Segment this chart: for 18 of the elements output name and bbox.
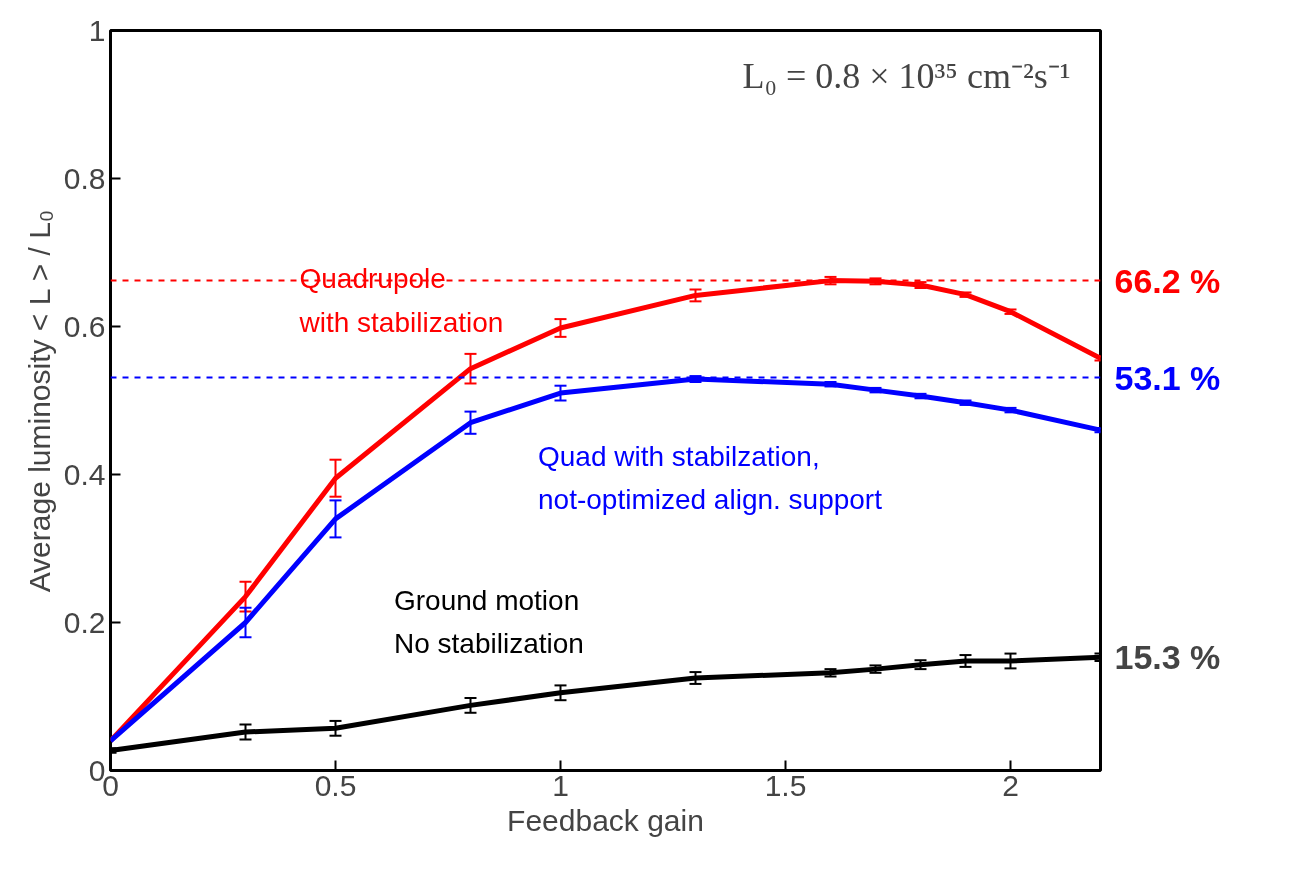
y-tick-label: 1 (88, 13, 106, 47)
annotation: L₀ = 0.8 × 10³⁵ cm⁻²s⁻¹ (742, 55, 1071, 96)
annotation: 15.3 % (1114, 638, 1221, 677)
y-tick-label: 0.8 (63, 161, 106, 195)
x-axis-title: Feedback gain (507, 803, 704, 837)
ref-line-label: 66.2 % (1114, 261, 1221, 300)
x-tick-label: 1.5 (764, 768, 807, 802)
ref-line-label: 53.1 % (1114, 358, 1221, 397)
y-tick-label: 0.2 (63, 605, 106, 639)
series-label: Ground motion No stabilization (394, 585, 584, 660)
y-tick-label: 0.6 (63, 309, 106, 343)
x-tick-label: 2 (1002, 768, 1019, 802)
series-label: Quad with stabilzation, not-optimized align. support (538, 440, 883, 516)
y-tick-label: 0.4 (63, 457, 106, 491)
x-tick-label: 0.5 (314, 768, 357, 802)
series-label: Quadrupole with stabilization (298, 263, 504, 338)
x-tick-label: 1 (552, 768, 569, 802)
y-axis-title: Average luminosity < L > / L₀ (22, 209, 56, 593)
